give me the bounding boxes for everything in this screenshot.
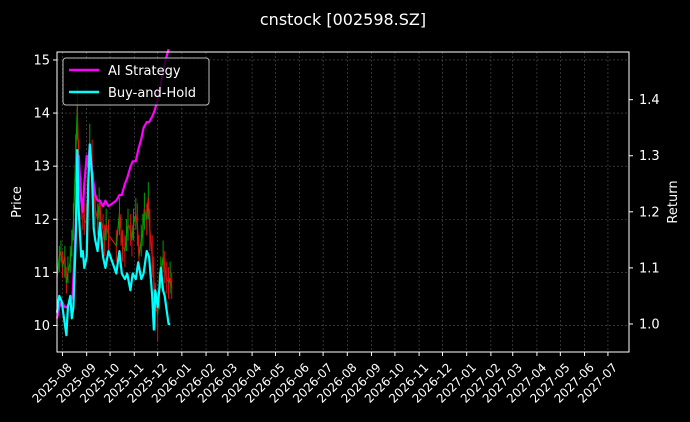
y2-tick-label: 1.3 bbox=[639, 149, 660, 164]
y2-tick-label: 1.4 bbox=[639, 93, 660, 108]
price-segment bbox=[115, 213, 121, 246]
price-segment bbox=[60, 251, 64, 268]
price-segment bbox=[151, 256, 155, 278]
price-segment bbox=[105, 224, 110, 236]
y-axis-left: 10 11 12 13 14 15 bbox=[33, 53, 57, 334]
y2-tick-label: 1.0 bbox=[639, 317, 660, 332]
price-segment bbox=[127, 224, 131, 231]
price-segment bbox=[125, 224, 129, 236]
y-tick-label: 10 bbox=[33, 319, 50, 334]
price-segment bbox=[100, 219, 104, 231]
price-segment bbox=[82, 213, 85, 220]
legend-box bbox=[62, 57, 210, 106]
plot-frame bbox=[56, 51, 630, 353]
y-tick-label: 11 bbox=[33, 266, 50, 281]
price-segment bbox=[118, 213, 122, 230]
price-segment bbox=[131, 224, 135, 241]
price-segment bbox=[169, 277, 173, 289]
return-series bbox=[55, 48, 171, 337]
price-segment bbox=[120, 229, 124, 246]
price-segment bbox=[124, 235, 128, 252]
price-segment bbox=[136, 224, 140, 257]
price-segment bbox=[69, 245, 73, 262]
price-segment bbox=[142, 208, 145, 230]
price-segment bbox=[93, 192, 96, 209]
y2-tick-label: 1.2 bbox=[639, 205, 660, 220]
y-tick-label: 14 bbox=[33, 107, 50, 122]
y2-tick-label: 1.1 bbox=[639, 261, 660, 276]
price-segment bbox=[135, 213, 138, 225]
y-axis-label-right: Return bbox=[666, 180, 681, 223]
buy-and-hold-line bbox=[55, 143, 171, 337]
legend-label-ai-strategy: AI Strategy bbox=[108, 64, 181, 79]
price-segment bbox=[72, 155, 77, 225]
price-segment bbox=[165, 277, 170, 284]
price-segment bbox=[147, 197, 151, 230]
price-segment bbox=[138, 240, 142, 257]
price-segment bbox=[132, 213, 137, 225]
chart-title: cnstock [002598.SZ] bbox=[260, 10, 426, 29]
price-segment bbox=[71, 224, 74, 246]
y-tick-label: 15 bbox=[33, 53, 50, 68]
price-segment bbox=[67, 261, 71, 273]
y-tick-label: 12 bbox=[33, 213, 50, 228]
price-segment bbox=[140, 229, 144, 241]
price-segment bbox=[162, 256, 166, 268]
price-segment bbox=[64, 256, 67, 284]
y-axis-label-left: Price bbox=[10, 186, 25, 218]
price-segment bbox=[164, 266, 167, 278]
y-axis-right: 1.0 1.1 1.2 1.3 1.4 bbox=[629, 93, 660, 332]
legend-label-buy-and-hold: Buy-and-Hold bbox=[108, 86, 196, 101]
legend: AI Strategy Buy-and-Hold bbox=[62, 57, 210, 106]
price-segment bbox=[108, 234, 117, 247]
price-segment bbox=[65, 272, 69, 284]
price-segment bbox=[98, 203, 102, 220]
price-segment bbox=[104, 224, 107, 241]
price-segment bbox=[149, 229, 153, 257]
y-tick-label: 13 bbox=[33, 160, 50, 175]
